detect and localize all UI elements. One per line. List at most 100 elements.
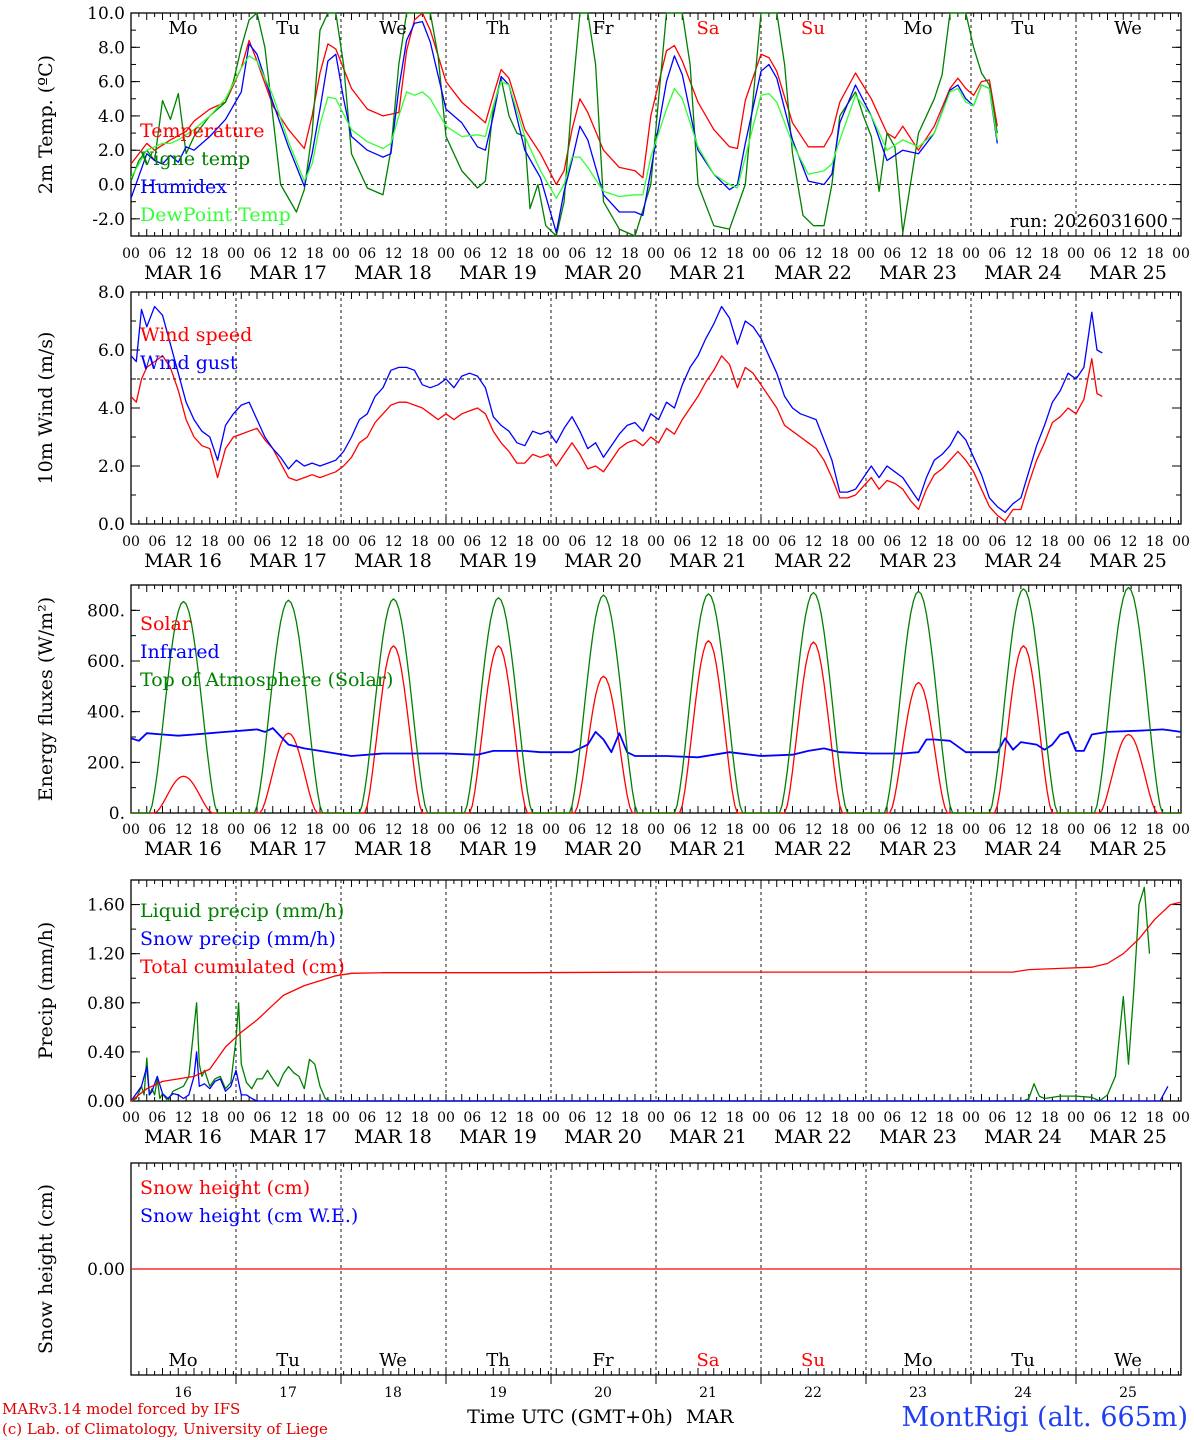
weekday-label: Th: [486, 1350, 510, 1371]
hour-label: 06: [1093, 246, 1111, 262]
legend-entry: Solar: [140, 613, 192, 635]
hour-label: 18: [1146, 246, 1164, 262]
station-title: MontRigi (alt. 665m): [901, 1402, 1188, 1433]
y-axis-title: Snow height (cm): [35, 1184, 57, 1354]
y-tick-label: 6.0: [98, 73, 125, 93]
lab-credit: (c) Lab. of Climatology, University of L…: [2, 1420, 328, 1438]
y-axis-title: 2m Temp. (ºC): [35, 55, 57, 194]
day-number: 18: [384, 1385, 402, 1401]
legend-entry: Liquid precip (mm/h): [140, 900, 344, 922]
hour-label: 12: [280, 246, 298, 262]
hour-label: 00: [857, 246, 875, 262]
hour-label: 06: [778, 246, 796, 262]
hour-label: 18: [411, 534, 429, 550]
hour-label: 00: [1172, 1110, 1190, 1126]
series-line-total-cumulated-cm-: [130, 901, 1182, 1102]
hour-label: 00: [1067, 534, 1085, 550]
hour-label: 18: [726, 822, 744, 838]
legend-entry: Wind speed: [140, 324, 252, 346]
hour-label: 18: [621, 822, 639, 838]
day-label: MAR 22: [774, 1126, 852, 1148]
hour-label: 18: [306, 534, 324, 550]
y-axis-title: 10m Wind (m/s): [35, 332, 57, 485]
hour-label: 18: [516, 822, 534, 838]
hour-label: 18: [621, 246, 639, 262]
hour-label: 06: [883, 246, 901, 262]
day-label: MAR 21: [669, 550, 747, 572]
y-tick-label: 4.0: [98, 399, 125, 419]
hour-label: 00: [542, 1110, 560, 1126]
day-label: MAR 18: [354, 262, 432, 284]
hour-label: 12: [280, 822, 298, 838]
day-label: MAR 20: [564, 1126, 642, 1148]
series-line-wind-speed: [130, 355, 1103, 522]
hour-label: 00: [1172, 246, 1190, 262]
hour-label: 12: [700, 246, 718, 262]
hour-label: 00: [227, 1110, 245, 1126]
hour-label: 18: [306, 822, 324, 838]
hour-label: 12: [490, 1110, 508, 1126]
day-label: MAR 20: [564, 838, 642, 860]
hour-label: 12: [910, 822, 928, 838]
day-number: 23: [909, 1385, 927, 1401]
hour-label: 06: [673, 534, 691, 550]
run-annotation: run: 2026031600: [1010, 211, 1168, 232]
y-tick-label: 0.0: [98, 176, 125, 196]
hour-label: 12: [595, 822, 613, 838]
hour-label: 18: [201, 822, 219, 838]
hour-label: 00: [962, 1110, 980, 1126]
day-label: MAR 23: [879, 1126, 957, 1148]
weekday-label: Su: [801, 18, 825, 39]
hour-label: 00: [122, 1110, 140, 1126]
hour-label: 06: [883, 1110, 901, 1126]
hour-label: 12: [175, 534, 193, 550]
hour-label: 06: [988, 1110, 1006, 1126]
hour-label: 12: [1120, 534, 1138, 550]
hour-label: 12: [280, 534, 298, 550]
day-label: MAR 25: [1089, 550, 1167, 572]
legend-entry: Snow height (cm W.E.): [140, 1205, 358, 1227]
hour-label: 12: [385, 534, 403, 550]
hour-label: 12: [910, 534, 928, 550]
y-tick-label: 0.40: [87, 1043, 125, 1063]
series-line-top-of-atmosphere-solar-: [131, 586, 1181, 814]
hour-label: 12: [700, 1110, 718, 1126]
series-line-snow-precip-mm-h-: [130, 1051, 1169, 1102]
hour-label: 00: [542, 822, 560, 838]
day-number: 17: [279, 1385, 297, 1401]
hour-label: 06: [1093, 534, 1111, 550]
hour-label: 18: [516, 1110, 534, 1126]
series-line-humidex: [130, 20, 998, 234]
hour-label: 12: [280, 1110, 298, 1126]
series-layer-4: [130, 886, 1182, 1102]
hour-label: 18: [621, 534, 639, 550]
y-tick-label: 10.0: [87, 4, 125, 24]
hour-label: 06: [673, 246, 691, 262]
day-label: MAR 23: [879, 262, 957, 284]
hour-label: 18: [411, 1110, 429, 1126]
series-line-solar: [131, 640, 1181, 814]
legend-entry: Temperature: [140, 120, 264, 142]
day-label: MAR 23: [879, 838, 957, 860]
y-tick-label: 8.0: [98, 283, 125, 303]
hour-label: 06: [778, 534, 796, 550]
hour-label: 06: [463, 1110, 481, 1126]
y-tick-label: 8.0: [98, 38, 125, 58]
y-tick-label: 6.0: [98, 341, 125, 361]
hour-label: 00: [332, 822, 350, 838]
day-label: MAR 18: [354, 550, 432, 572]
y-tick-label: 0.0: [98, 515, 125, 535]
y-tick-label: 600.: [87, 652, 125, 672]
hour-label: 12: [805, 1110, 823, 1126]
hour-label: 18: [936, 246, 954, 262]
day-label: MAR 16: [144, 262, 222, 284]
hour-label: 00: [227, 822, 245, 838]
hour-label: 06: [148, 822, 166, 838]
hour-label: 00: [122, 822, 140, 838]
hour-label: 00: [752, 1110, 770, 1126]
hour-label: 18: [831, 822, 849, 838]
y-tick-label: 1.60: [87, 896, 125, 916]
hour-label: 00: [332, 534, 350, 550]
hour-label: 18: [936, 1110, 954, 1126]
